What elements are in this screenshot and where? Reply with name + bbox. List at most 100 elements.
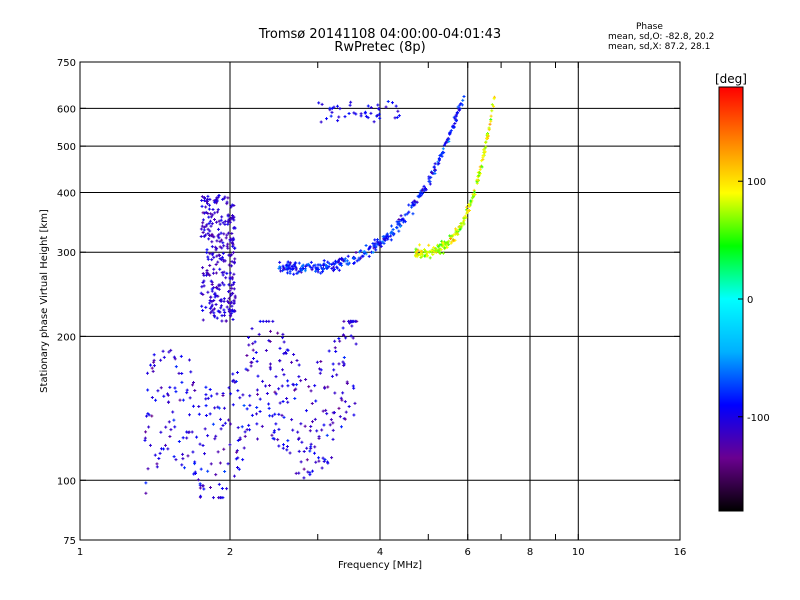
data-point (233, 380, 237, 384)
data-point (359, 256, 363, 260)
data-point (202, 452, 206, 456)
data-point (318, 371, 322, 375)
data-point (487, 126, 491, 130)
data-point (227, 253, 231, 257)
data-point (229, 422, 233, 426)
data-point (334, 350, 338, 354)
data-point (231, 236, 235, 240)
data-point (208, 486, 212, 490)
data-point (336, 119, 340, 123)
data-point (325, 117, 329, 121)
data-point (281, 443, 285, 447)
data-point (315, 429, 319, 433)
data-point (203, 196, 207, 200)
data-point (269, 329, 273, 333)
data-point (418, 191, 422, 195)
data-point (230, 232, 234, 236)
data-point (215, 246, 219, 250)
data-point (155, 462, 159, 466)
data-point (419, 251, 423, 255)
data-point (333, 411, 336, 415)
data-point (247, 336, 251, 340)
data-point (228, 277, 232, 281)
data-point (340, 256, 344, 260)
data-point (293, 261, 297, 265)
data-point (438, 251, 442, 255)
data-point (427, 177, 431, 181)
data-point (217, 193, 221, 197)
data-point (228, 271, 232, 275)
data-point (225, 305, 229, 309)
data-point (207, 215, 211, 219)
data-point (293, 397, 297, 401)
data-point (177, 371, 181, 375)
data-point (267, 406, 271, 410)
data-point (484, 140, 488, 144)
data-point (251, 342, 255, 346)
data-point (462, 216, 466, 220)
data-point (322, 267, 326, 271)
data-point (301, 264, 305, 268)
data-point (344, 336, 348, 340)
data-point (294, 471, 298, 475)
data-point (307, 262, 311, 266)
data-point (264, 349, 268, 353)
data-point (226, 242, 230, 246)
data-point (338, 415, 342, 419)
data-point (198, 486, 202, 490)
data-point (153, 453, 157, 457)
data-point (257, 332, 261, 336)
data-point (395, 115, 399, 119)
data-point (214, 201, 218, 205)
data-point (342, 362, 346, 366)
data-point (369, 106, 373, 110)
data-point (432, 245, 436, 249)
data-point (291, 267, 295, 271)
data-point (366, 116, 370, 120)
data-point (285, 448, 289, 452)
data-point (367, 254, 371, 258)
x-tick-label: 2 (227, 547, 233, 558)
data-point (233, 246, 237, 250)
data-point (317, 456, 321, 460)
data-point (472, 190, 476, 194)
data-point (205, 248, 209, 252)
data-point (331, 362, 335, 366)
data-point (459, 225, 463, 229)
data-point (216, 294, 220, 298)
data-point (478, 171, 482, 175)
data-point (214, 263, 218, 267)
data-point (331, 437, 335, 441)
data-point (313, 445, 317, 449)
data-point (212, 267, 216, 271)
data-point (468, 204, 472, 208)
data-point (230, 308, 234, 312)
data-point (204, 397, 208, 401)
data-point (323, 386, 327, 390)
data-point (215, 198, 219, 202)
data-point (396, 109, 400, 113)
data-point (332, 265, 336, 269)
chart-title: Tromsø 20141108 04:00:00-04:01:43 (258, 27, 502, 42)
data-point (351, 384, 355, 388)
data-point (331, 421, 335, 425)
data-point (178, 398, 182, 402)
data-point (282, 352, 286, 356)
data-point (428, 256, 432, 260)
data-point (228, 220, 232, 224)
data-point (343, 115, 347, 119)
data-point (223, 195, 227, 199)
data-point (180, 380, 184, 384)
data-point (218, 310, 222, 314)
data-point (354, 342, 358, 346)
data-point (186, 454, 190, 458)
data-point (247, 343, 251, 347)
data-point (282, 373, 286, 377)
data-point (220, 486, 224, 490)
data-point (200, 204, 204, 208)
data-point (213, 211, 217, 215)
data-point (296, 271, 300, 275)
data-point (292, 353, 296, 357)
data-point (323, 458, 327, 462)
data-point (399, 214, 403, 218)
